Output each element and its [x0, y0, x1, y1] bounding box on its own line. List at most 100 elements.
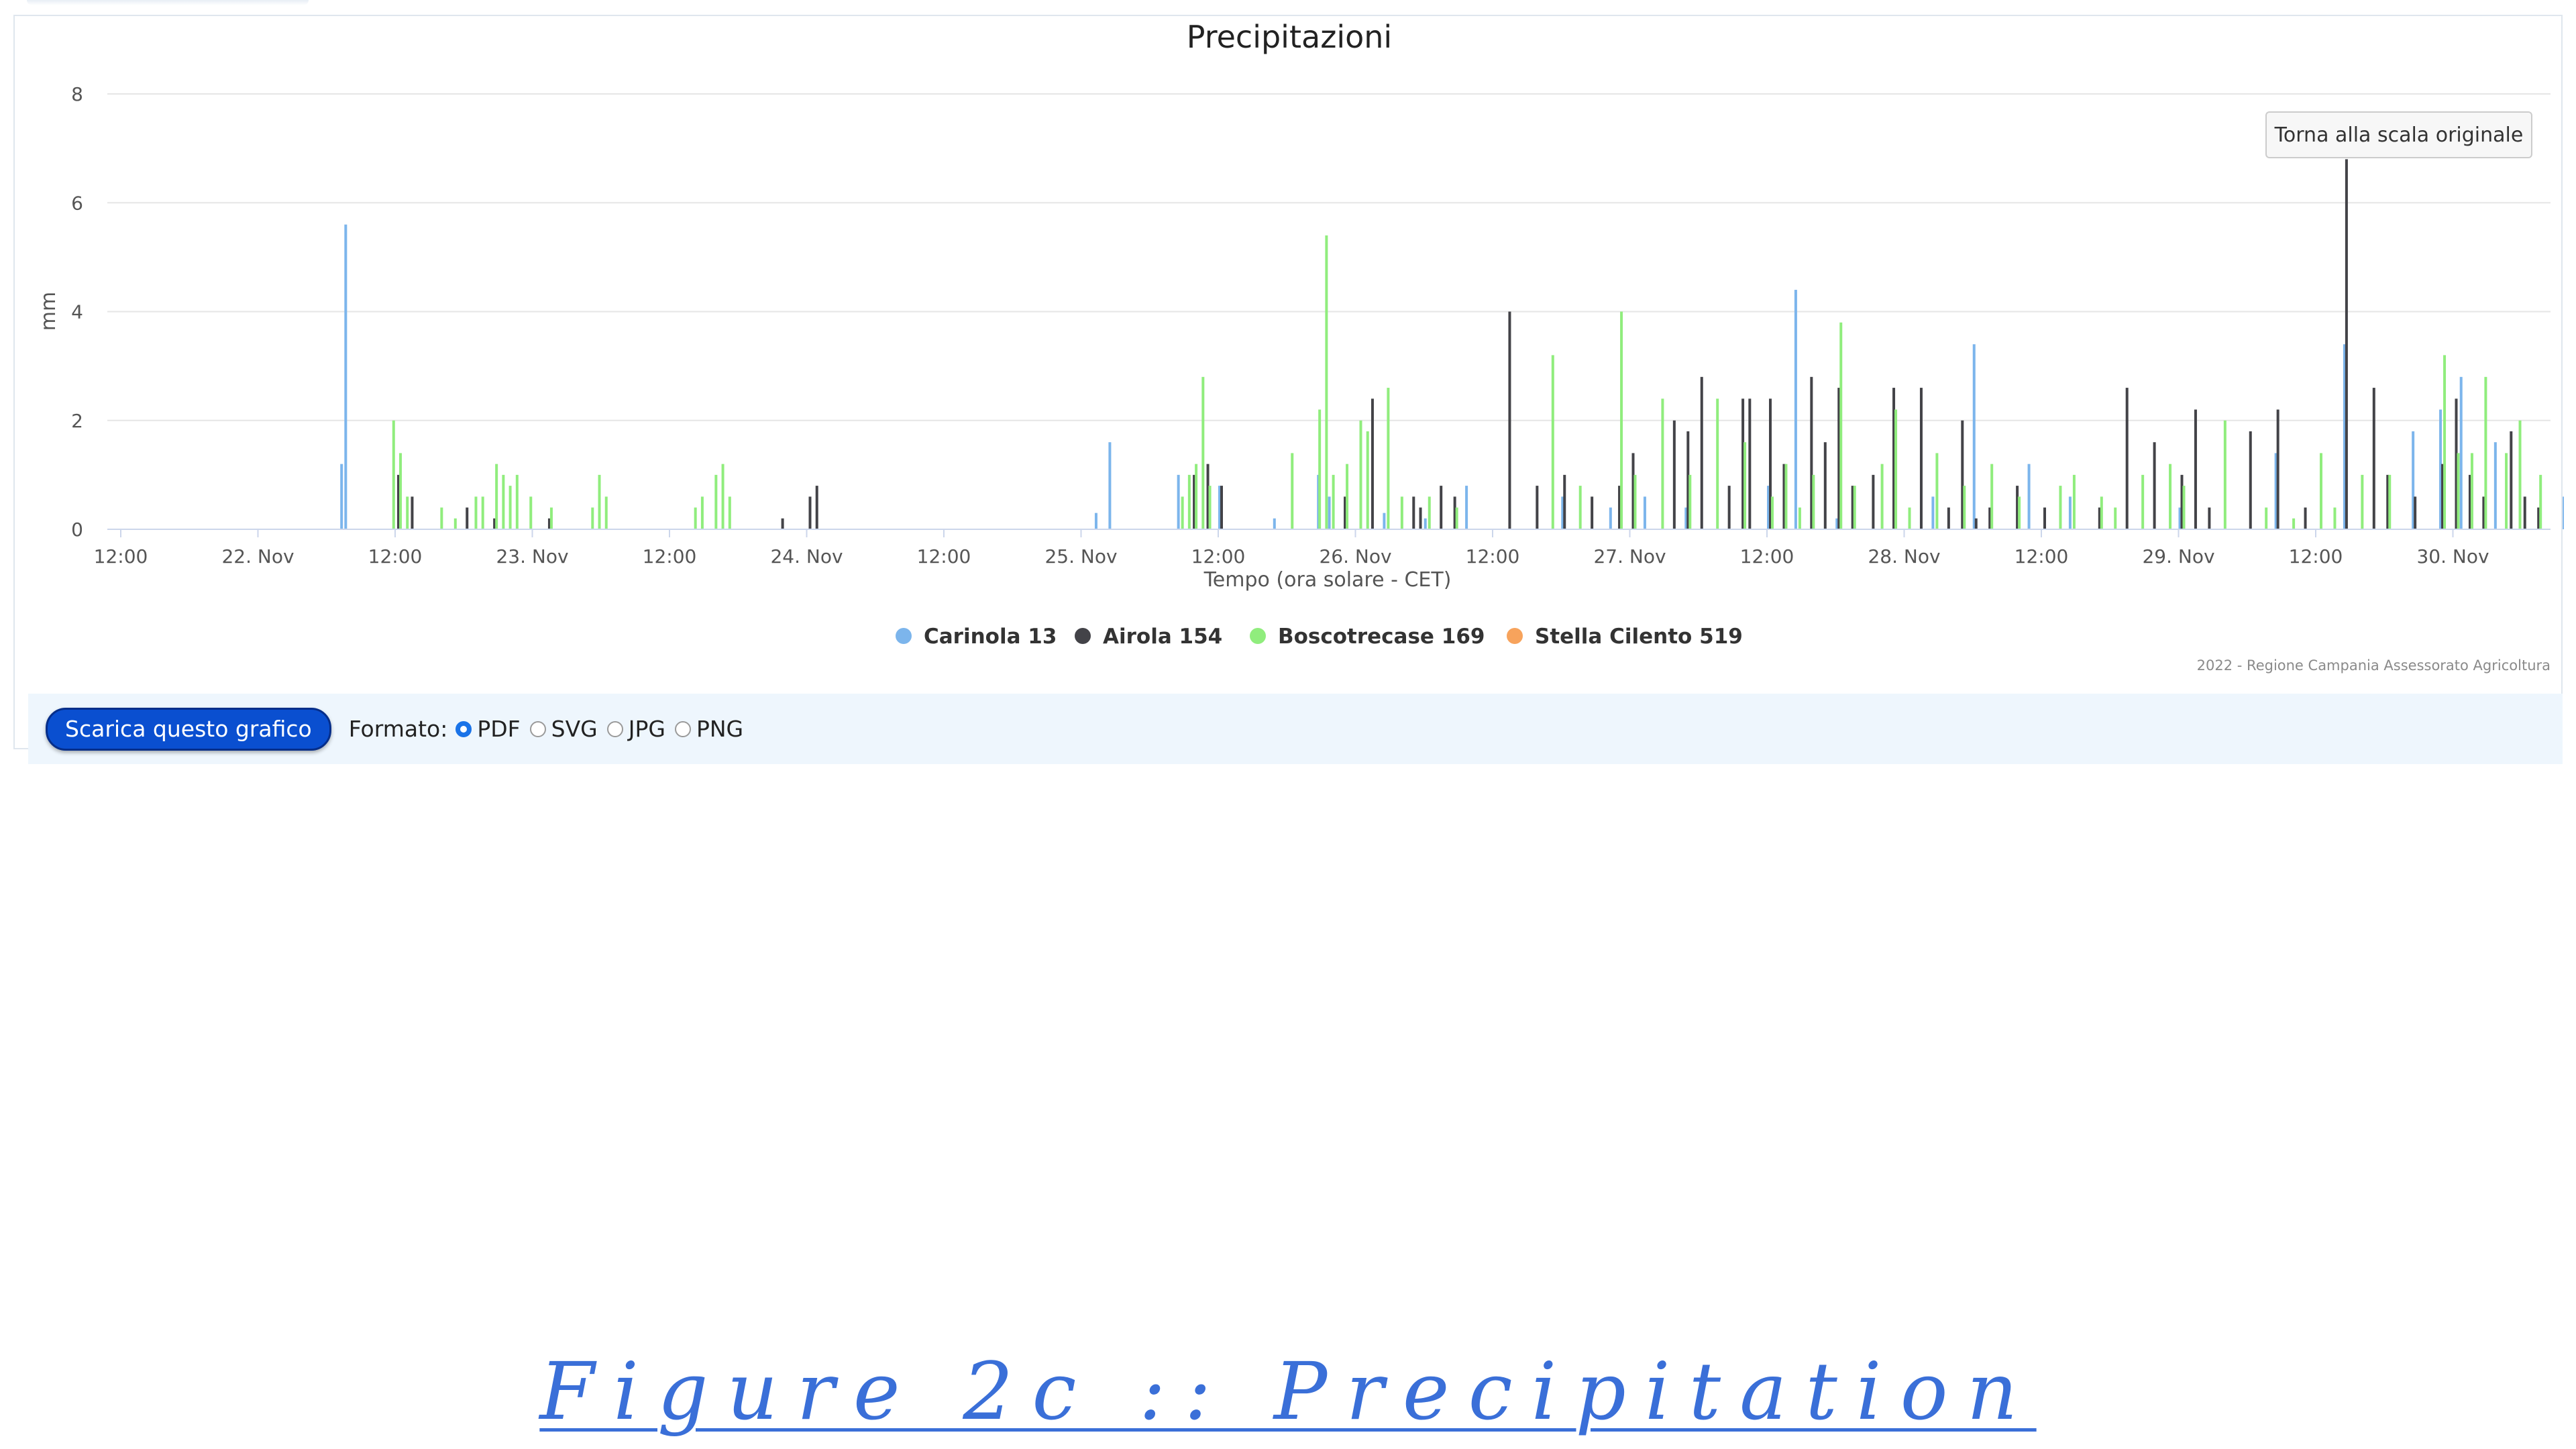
- legend-marker-3: [1507, 628, 1523, 644]
- bar-carinola-13: [2068, 496, 2072, 529]
- bar-boscotrecase-169: [529, 496, 533, 529]
- bar-boscotrecase-169: [1366, 431, 1369, 529]
- format-option-jpg: JPG: [628, 716, 665, 742]
- legend: Carinola 13 Airola 154 Boscotrecase 169 Ste…: [896, 625, 1743, 649]
- bar-airola-154: [1686, 431, 1690, 529]
- bar-airola-154: [397, 474, 400, 529]
- bar-boscotrecase-169: [508, 486, 512, 529]
- bar-boscotrecase-169: [1400, 496, 1403, 529]
- bar-airola-154: [2276, 409, 2279, 529]
- bar-airola-154: [1508, 311, 1511, 529]
- bar-boscotrecase-169: [2169, 464, 2172, 529]
- bar-airola-154: [1193, 474, 1196, 529]
- top-shadow-decoration: [27, 0, 309, 5]
- bar-airola-154: [2455, 398, 2458, 529]
- bar-boscotrecase-169: [399, 453, 402, 529]
- bar-boscotrecase-169: [1551, 355, 1554, 529]
- x-tick-label: 12:00: [643, 545, 697, 568]
- bar-boscotrecase-169: [1716, 398, 1719, 529]
- x-tick-label: 25. Nov: [1044, 545, 1117, 568]
- x-tick-label: 12:00: [1191, 545, 1246, 568]
- bar-boscotrecase-169: [1633, 474, 1637, 529]
- bar-boscotrecase-169: [2141, 474, 2145, 529]
- bars: [340, 159, 2564, 530]
- x-tick-label: 12:00: [917, 545, 971, 568]
- download-chart-button[interactable]: Scarica questo grafico: [46, 707, 331, 751]
- figure-caption: Figure 2c :: Precipitation: [539, 1345, 2037, 1438]
- bar-boscotrecase-169: [1181, 496, 1184, 529]
- bar-airola-154: [1672, 420, 1676, 529]
- bar-boscotrecase-169: [1688, 474, 1692, 529]
- bar-boscotrecase-169: [515, 474, 519, 529]
- bar-carinola-13: [1177, 474, 1180, 529]
- bar-boscotrecase-169: [2072, 474, 2076, 529]
- bar-boscotrecase-169: [406, 496, 409, 529]
- grid-lines: [107, 93, 2551, 421]
- bar-boscotrecase-169: [2333, 507, 2337, 529]
- bar-airola-154: [1371, 398, 1374, 529]
- x-tick-label: 12:00: [2289, 545, 2343, 568]
- bar-carinola-13: [1609, 507, 1612, 529]
- x-tick-label: 23. Nov: [496, 545, 568, 568]
- bar-boscotrecase-169: [1661, 398, 1664, 529]
- bar-carinola-13: [1094, 513, 1097, 529]
- bar-airola-154: [815, 486, 818, 529]
- bar-boscotrecase-169: [2292, 518, 2296, 529]
- x-tick-label: 24. Nov: [770, 545, 843, 568]
- bar-boscotrecase-169: [474, 496, 478, 529]
- bar-airola-154: [1782, 464, 1786, 529]
- bar-airola-154: [1823, 442, 1827, 529]
- format-radio-jpg[interactable]: [606, 720, 623, 737]
- bar-boscotrecase-169: [1963, 486, 1966, 529]
- bar-airola-154: [1872, 474, 1875, 529]
- bar-airola-154: [781, 518, 784, 529]
- bar-airola-154: [2180, 474, 2184, 529]
- y-tick-label: 0: [71, 519, 83, 541]
- bar-boscotrecase-169: [1387, 388, 1390, 529]
- bar-boscotrecase-169: [2443, 355, 2447, 529]
- bar-carinola-13: [1684, 507, 1688, 529]
- bar-airola-154: [2016, 486, 2019, 529]
- bar-airola-154: [2345, 159, 2348, 530]
- bar-airola-154: [2098, 507, 2101, 529]
- bar-carinola-13: [1835, 518, 1839, 529]
- bar-boscotrecase-169: [1812, 474, 1815, 529]
- bar-airola-154: [2153, 442, 2156, 529]
- legend-item-label: Boscotrecase 169: [1278, 625, 1485, 649]
- reset-zoom-button[interactable]: Torna alla scala originale: [2265, 111, 2532, 158]
- y-tick-label: 8: [71, 83, 83, 105]
- format-radio-png[interactable]: [674, 720, 691, 737]
- download-bar: Scarica questo grafico Formato: PDF SVG …: [28, 694, 2563, 764]
- x-tick-label: 12:00: [1466, 545, 1520, 568]
- chart-credits: 2022 - Regione Campania Assessorato Agri…: [2197, 657, 2551, 674]
- bar-boscotrecase-169: [2539, 474, 2542, 529]
- bar-boscotrecase-169: [1908, 507, 1911, 529]
- format-label: Formato:: [348, 716, 448, 742]
- bar-carinola-13: [2027, 464, 2031, 529]
- bar-carinola-13: [2412, 431, 2415, 529]
- bar-boscotrecase-169: [604, 496, 608, 529]
- bar-airola-154: [2043, 507, 2046, 529]
- bar-boscotrecase-169: [1201, 376, 1205, 529]
- bar-boscotrecase-169: [1332, 474, 1335, 529]
- bar-carinola-13: [2459, 376, 2463, 529]
- bar-airola-154: [2208, 507, 2211, 529]
- bar-boscotrecase-169: [502, 474, 505, 529]
- bar-airola-154: [2523, 496, 2526, 529]
- x-tick-label: 28. Nov: [1868, 545, 1940, 568]
- bar-carinola-13: [1273, 518, 1276, 529]
- format-option-pdf: PDF: [477, 716, 521, 742]
- bar-airola-154: [1453, 496, 1456, 529]
- bar-boscotrecase-169: [1771, 496, 1774, 529]
- x-tick-label: 26. Nov: [1319, 545, 1391, 568]
- bar-carinola-13: [1328, 496, 1331, 529]
- y-tick-label: 6: [71, 192, 83, 214]
- bar-boscotrecase-169: [1346, 464, 1349, 529]
- format-option-png: PNG: [696, 716, 744, 742]
- bar-boscotrecase-169: [2518, 420, 2522, 529]
- bar-airola-154: [1440, 486, 1443, 529]
- format-radio-svg[interactable]: [529, 720, 546, 737]
- bar-boscotrecase-169: [481, 496, 484, 529]
- format-radio-pdf[interactable]: [455, 720, 472, 737]
- bar-boscotrecase-169: [495, 464, 498, 529]
